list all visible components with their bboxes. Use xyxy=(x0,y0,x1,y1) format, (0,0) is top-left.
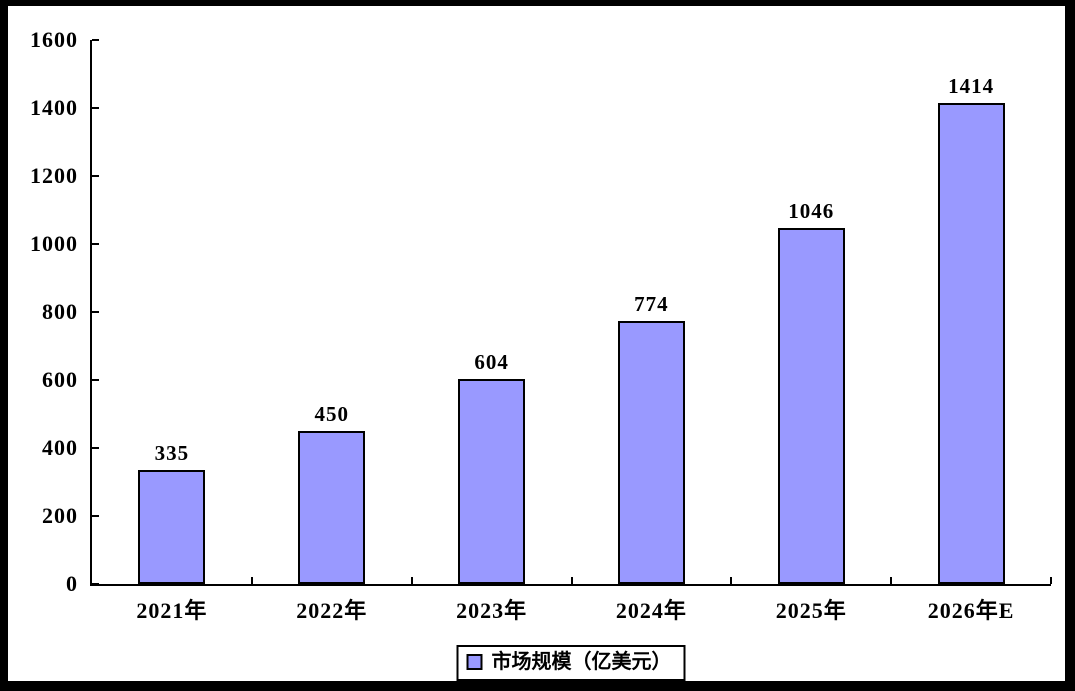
x-axis-tick xyxy=(250,577,253,584)
legend: 市场规模（亿美元） xyxy=(456,645,686,681)
y-axis-tick-label: 1600 xyxy=(30,27,78,52)
bar-value-label: 335 xyxy=(154,441,190,466)
bar-2026年E xyxy=(937,103,1005,584)
y-axis-tick-label: 0 xyxy=(66,571,78,596)
x-axis-tick xyxy=(1050,577,1052,584)
y-axis-tick xyxy=(92,447,99,449)
bar-2023年 xyxy=(458,378,526,584)
y-axis-tick-label: 600 xyxy=(42,367,78,392)
x-axis-tick-label: 2022年 xyxy=(296,598,368,623)
y-axis-tick xyxy=(92,379,99,381)
y-axis-tick xyxy=(92,243,99,245)
x-axis-tick xyxy=(570,577,573,584)
x-axis-tick-label: 2023年 xyxy=(456,598,528,623)
bar-value-label: 774 xyxy=(634,291,669,316)
x-axis-tick xyxy=(890,577,893,584)
legend-marker-swatch xyxy=(466,654,483,670)
bar-2021年 xyxy=(138,470,206,584)
x-axis-tick-label: 2024年 xyxy=(615,598,687,623)
bar-value-label: 1414 xyxy=(948,74,995,99)
bar-2022年 xyxy=(298,431,366,584)
bar-value-label: 1046 xyxy=(788,199,835,224)
x-axis-tick xyxy=(730,577,733,584)
y-axis-tick xyxy=(92,583,99,585)
bar-value-label: 450 xyxy=(314,402,349,426)
y-axis-tick-label: 200 xyxy=(42,503,78,528)
y-axis-tick xyxy=(92,311,99,313)
bar-value-label: 604 xyxy=(474,349,509,374)
bar-2024年 xyxy=(617,320,685,584)
y-axis-tick xyxy=(92,107,99,109)
y-axis-tick-label: 800 xyxy=(42,299,78,324)
y-axis-tick-label: 1200 xyxy=(30,163,78,188)
y-axis-tick-label: 1400 xyxy=(30,95,78,120)
y-axis-tick xyxy=(92,39,99,41)
x-axis-tick-label: 2021年 xyxy=(136,598,208,623)
y-axis-tick xyxy=(92,515,99,517)
y-axis-tick xyxy=(92,175,99,177)
y-axis-tick-label: 400 xyxy=(42,435,78,460)
legend-label: 市场规模（亿美元） xyxy=(491,651,672,673)
bar-2025年 xyxy=(777,228,845,584)
x-axis-tick xyxy=(410,577,413,584)
y-axis-tick-label: 1000 xyxy=(30,231,78,256)
x-axis-tick-label: 2026年E xyxy=(927,598,1015,623)
y-axis xyxy=(90,40,92,586)
x-axis xyxy=(90,584,1051,586)
x-axis-tick-label: 2025年 xyxy=(775,598,847,623)
